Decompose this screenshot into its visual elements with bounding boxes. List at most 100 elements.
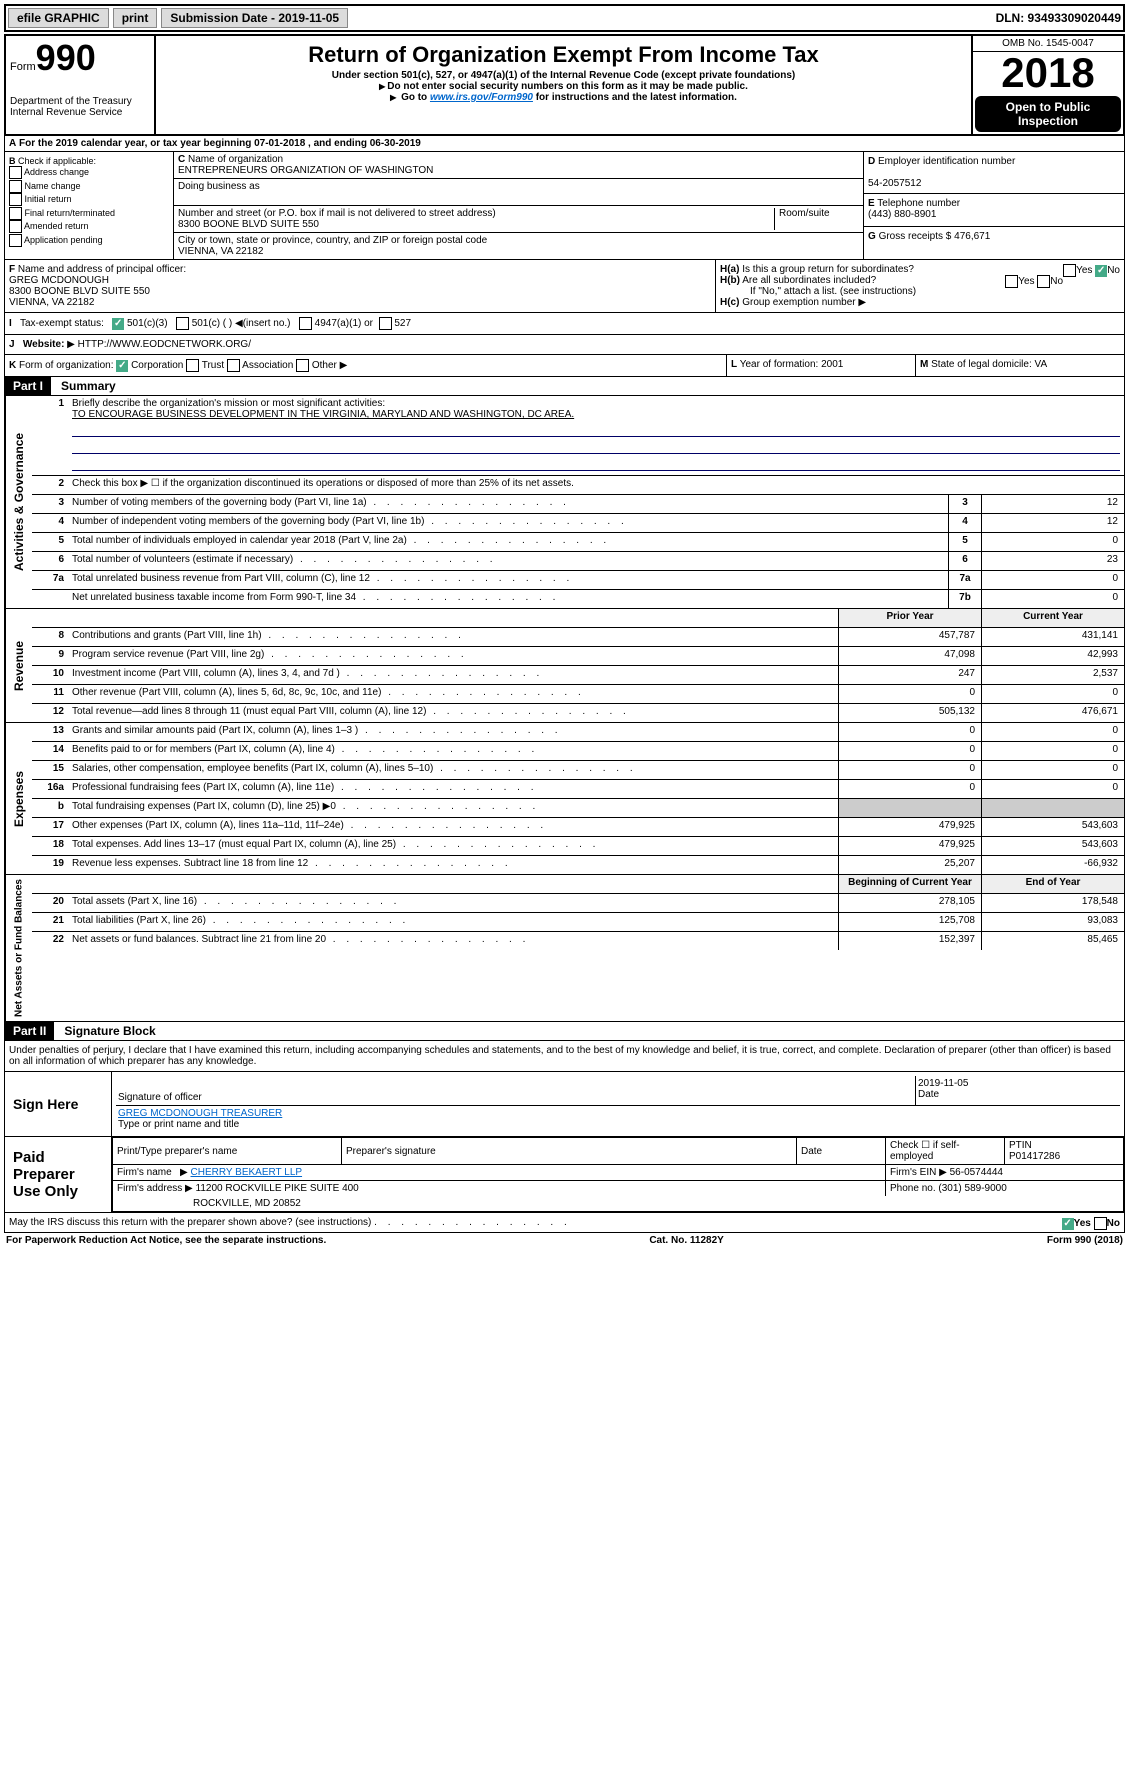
table-row: 21Total liabilities (Part X, line 26)125… xyxy=(32,913,1124,932)
cb-hb-yes[interactable] xyxy=(1005,275,1018,288)
badge-line1: Open to Public xyxy=(979,100,1117,114)
firm-city: ROCKVILLE, MD 20852 xyxy=(113,1196,1124,1212)
officer-label: Name and address of principal officer: xyxy=(18,264,186,275)
date-label: Date xyxy=(918,1089,939,1100)
cb-other[interactable] xyxy=(296,359,309,372)
table-row: bTotal fundraising expenses (Part IX, co… xyxy=(32,799,1124,818)
cb-discuss-no[interactable] xyxy=(1094,1217,1107,1230)
perjury-statement: Under penalties of perjury, I declare th… xyxy=(4,1041,1125,1072)
print-button[interactable]: print xyxy=(113,8,158,28)
cb-4947[interactable] xyxy=(299,317,312,330)
mission-label: Briefly describe the organization's miss… xyxy=(72,398,385,409)
top-bar: efile GRAPHIC print Submission Date - 20… xyxy=(4,4,1125,32)
dba-label: Doing business as xyxy=(178,181,260,192)
prep-name-label: Print/Type preparer's name xyxy=(113,1138,342,1165)
receipts-label: Gross receipts $ xyxy=(879,231,952,242)
vtab-expenses: Expenses xyxy=(5,723,32,874)
cb-501c[interactable] xyxy=(176,317,189,330)
table-row: 20Total assets (Part X, line 16)278,1051… xyxy=(32,894,1124,913)
firm-ein: 56-0574444 xyxy=(950,1167,1003,1178)
mission-text: TO ENCOURAGE BUSINESS DEVELOPMENT IN THE… xyxy=(72,409,574,420)
firm-addr-label: Firm's address xyxy=(117,1183,182,1194)
phone-value: (443) 880-8901 xyxy=(868,209,936,220)
table-row: 22Net assets or fund balances. Subtract … xyxy=(32,932,1124,950)
firm-name[interactable]: CHERRY BEKAERT LLP xyxy=(191,1167,303,1178)
cb-hb-no[interactable] xyxy=(1037,275,1050,288)
col-current-year: Current Year xyxy=(981,609,1124,627)
table-row: 10Investment income (Part VIII, column (… xyxy=(32,666,1124,685)
subtitle-2: Do not enter social security numbers on … xyxy=(160,81,967,92)
badge-line2: Inspection xyxy=(979,114,1117,128)
sign-here-block: Sign Here Signature of officer 2019-11-0… xyxy=(4,1072,1125,1137)
underline-3 xyxy=(72,456,1120,471)
firm-ein-label: Firm's EIN xyxy=(890,1167,936,1178)
cb-address-change[interactable]: Address change xyxy=(9,166,169,180)
cb-name-change[interactable]: Name change xyxy=(9,180,169,194)
part1-badge: Part I xyxy=(5,377,51,395)
form-header: Form990 Department of the Treasury Inter… xyxy=(4,34,1125,136)
part2-badge: Part II xyxy=(5,1022,54,1040)
label-ha: H(a) xyxy=(720,264,739,275)
cb-corp[interactable]: ✓ xyxy=(116,360,128,372)
officer-addr: 8300 BOONE BLVD SUITE 550 VIENNA, VA 221… xyxy=(9,286,150,308)
label-k: K xyxy=(9,360,16,371)
table-row: 7aTotal unrelated business revenue from … xyxy=(32,571,1124,590)
officer-signed-name[interactable]: GREG MCDONOUGH TREASURER xyxy=(118,1108,282,1119)
website-label: Website: xyxy=(23,339,65,350)
cb-ha-yes[interactable] xyxy=(1063,264,1076,277)
cb-final-return[interactable]: Final return/terminated xyxy=(9,207,169,221)
goto-suffix: for instructions and the latest informat… xyxy=(533,92,737,103)
col-c: C Name of organization ENTREPRENEURS ORG… xyxy=(174,152,863,259)
sig-date: 2019-11-05 xyxy=(918,1078,968,1089)
table-row: 11Other revenue (Part VIII, column (A), … xyxy=(32,685,1124,704)
type-name-label: Type or print name and title xyxy=(118,1119,239,1130)
table-row: 13Grants and similar amounts paid (Part … xyxy=(32,723,1124,742)
city-label: City or town, state or province, country… xyxy=(178,235,487,246)
col-end-year: End of Year xyxy=(981,875,1124,893)
col-begin-year: Beginning of Current Year xyxy=(838,875,981,893)
irs-link[interactable]: www.irs.gov/Form990 xyxy=(430,92,533,103)
domicile-label: State of legal domicile: xyxy=(931,359,1032,370)
table-row: 18Total expenses. Add lines 13–17 (must … xyxy=(32,837,1124,856)
label-e: E xyxy=(868,198,875,209)
submission-date: Submission Date - 2019-11-05 xyxy=(161,8,348,28)
net-assets-section: Net Assets or Fund Balances Beginning of… xyxy=(4,875,1125,1022)
table-row: 8Contributions and grants (Part VIII, li… xyxy=(32,628,1124,647)
label-d: D xyxy=(868,156,875,167)
form-title: Return of Organization Exempt From Incom… xyxy=(160,42,967,68)
cb-initial-return[interactable]: Initial return xyxy=(9,193,169,207)
subtitle-1: Under section 501(c), 527, or 4947(a)(1)… xyxy=(160,70,967,81)
cb-assoc[interactable] xyxy=(227,359,240,372)
ein-label: Employer identification number xyxy=(878,156,1015,167)
cb-501c3[interactable]: ✓ xyxy=(112,318,124,330)
efile-button[interactable]: efile GRAPHIC xyxy=(8,8,109,28)
row-tax-exempt: I Tax-exempt status: ✓ 501(c)(3) 501(c) … xyxy=(4,313,1125,335)
cb-discuss-yes[interactable]: ✓ xyxy=(1062,1218,1074,1230)
col-prior-year: Prior Year xyxy=(838,609,981,627)
table-row: 15Salaries, other compensation, employee… xyxy=(32,761,1124,780)
label-a: A xyxy=(9,138,16,149)
street-address: 8300 BOONE BLVD SUITE 550 xyxy=(178,219,319,230)
cat-no: Cat. No. 11282Y xyxy=(649,1235,723,1246)
vtab-net-assets: Net Assets or Fund Balances xyxy=(5,875,32,1021)
cb-527[interactable] xyxy=(379,317,392,330)
cb-amended[interactable]: Amended return xyxy=(9,220,169,234)
row-fh: F Name and address of principal officer:… xyxy=(4,260,1125,313)
tax-year-range: For the 2019 calendar year, or tax year … xyxy=(19,138,421,149)
dln: DLN: 93493309020449 xyxy=(996,11,1121,25)
addr-label: Number and street (or P.O. box if mail i… xyxy=(178,208,496,219)
firm-addr: 11200 ROCKVILLE PIKE SUITE 400 xyxy=(196,1183,359,1194)
firm-phone: (301) 589-9000 xyxy=(938,1183,1006,1194)
table-row: 16aProfessional fundraising fees (Part I… xyxy=(32,780,1124,799)
org-name: ENTREPRENEURS ORGANIZATION OF WASHINGTON xyxy=(178,165,433,176)
org-name-label: Name of organization xyxy=(188,154,283,165)
row-klm: K Form of organization: ✓ Corporation Tr… xyxy=(4,355,1125,377)
subtitle-3: Go to www.irs.gov/Form990 for instructio… xyxy=(160,92,967,103)
cb-app-pending[interactable]: Application pending xyxy=(9,234,169,248)
cb-trust[interactable] xyxy=(186,359,199,372)
prep-sig-label: Preparer's signature xyxy=(342,1138,797,1165)
ein-value: 54-2057512 xyxy=(868,178,921,189)
ptin-label: PTIN xyxy=(1009,1140,1032,1151)
cb-ha-no[interactable]: ✓ xyxy=(1095,265,1107,277)
label-j: J xyxy=(9,339,15,350)
